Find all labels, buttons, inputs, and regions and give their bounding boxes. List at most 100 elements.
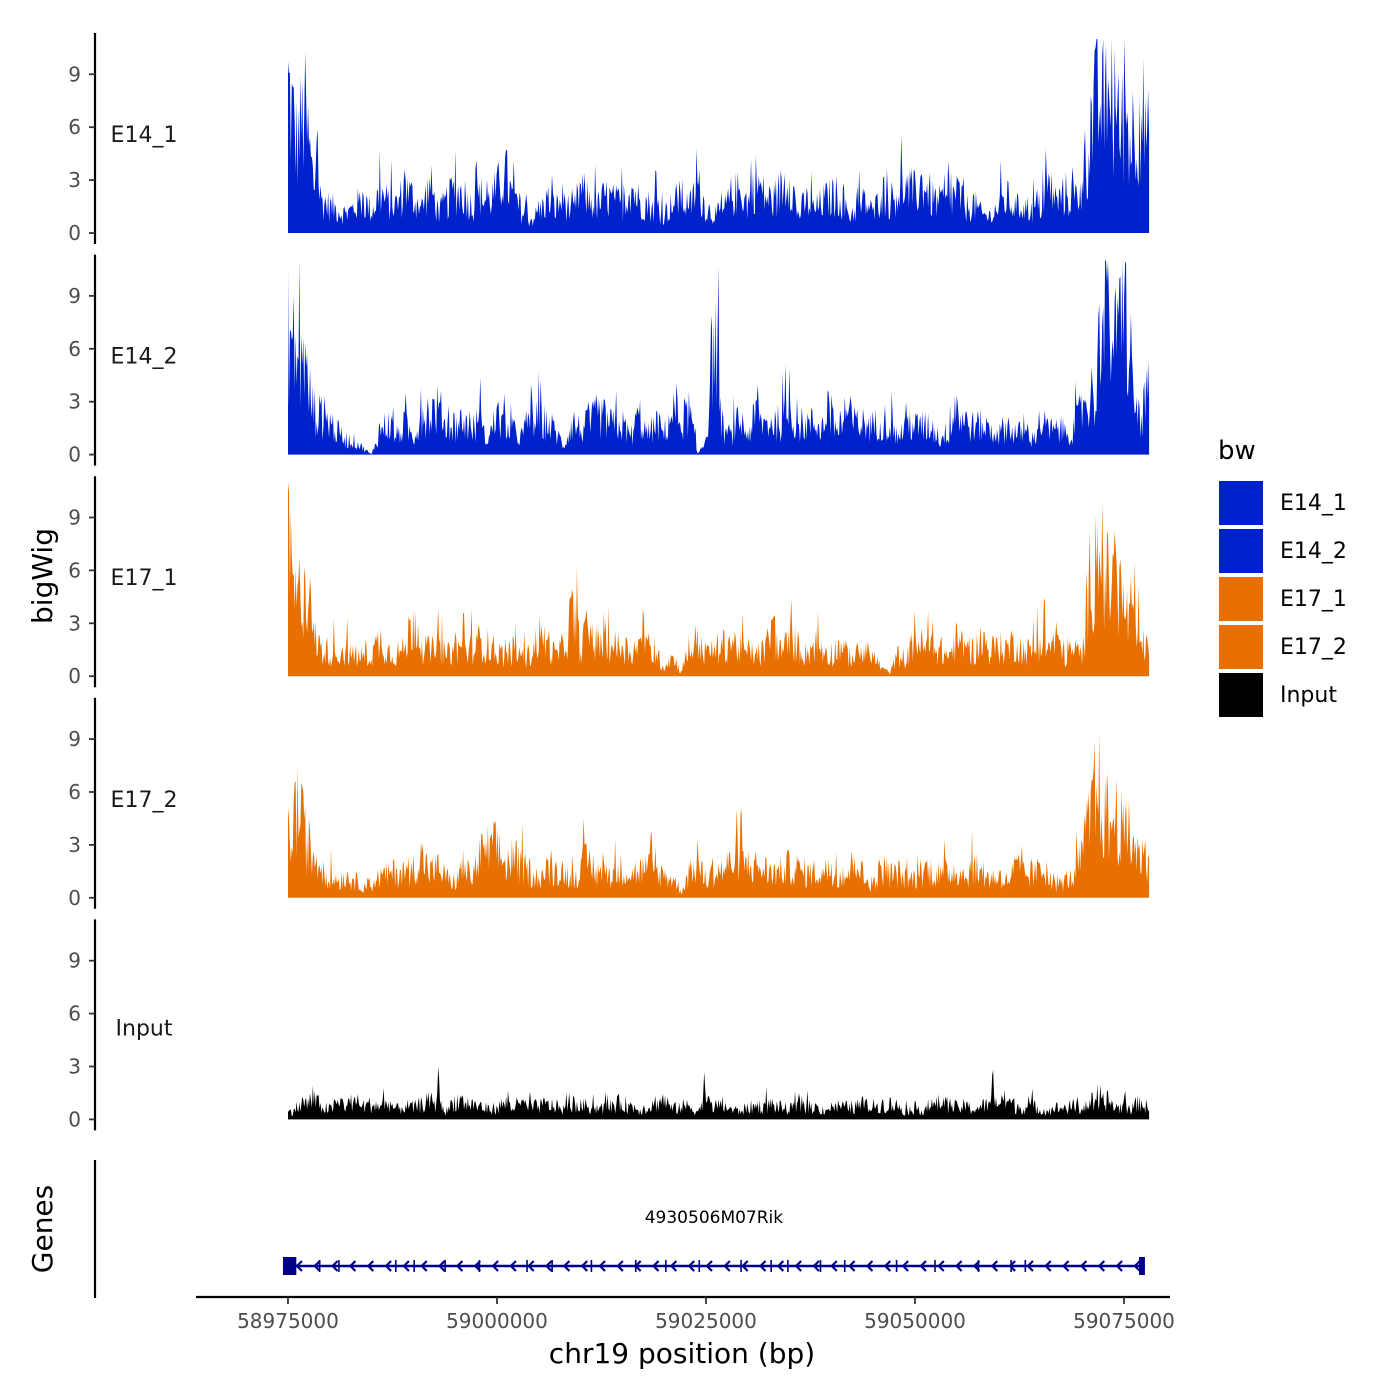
gene-exon bbox=[394, 1260, 397, 1272]
strand-arrow bbox=[616, 1260, 624, 1272]
strand-arrow bbox=[1008, 1260, 1016, 1272]
track-input: 0 3 6 9 Input bbox=[68, 919, 1150, 1131]
strand-arrow bbox=[883, 1260, 892, 1272]
y-axis-title: bigWig bbox=[26, 528, 59, 624]
gene-exon bbox=[590, 1260, 593, 1272]
strand-arrow bbox=[473, 1260, 482, 1272]
strand-arrow bbox=[1062, 1260, 1070, 1272]
legend-title: bw bbox=[1218, 436, 1256, 466]
gene-exon bbox=[526, 1260, 528, 1272]
strand-arrow bbox=[1097, 1260, 1106, 1272]
x-axis-title: chr19 position (bp) bbox=[549, 1337, 815, 1370]
gene-exon bbox=[787, 1260, 789, 1272]
genes-axis-title: Genes bbox=[26, 1185, 59, 1273]
coverage-area-e14_1 bbox=[288, 39, 1150, 233]
legend-swatch-e14_2 bbox=[1217, 527, 1265, 575]
strand-arrow bbox=[848, 1260, 856, 1272]
y-tick-label: 0 bbox=[68, 443, 81, 467]
strand-arrow bbox=[812, 1260, 820, 1272]
y-tick-label: 6 bbox=[68, 115, 81, 139]
strand-arrow bbox=[509, 1260, 517, 1272]
track-e17_2: 0 3 6 9 E17_2 bbox=[68, 697, 1150, 910]
legend-swatch-e17_1 bbox=[1217, 575, 1265, 623]
strand-arrow bbox=[758, 1260, 767, 1272]
legend-swatch-e14_1 bbox=[1217, 479, 1265, 527]
gene-exon bbox=[934, 1260, 936, 1272]
strand-arrow bbox=[545, 1260, 553, 1272]
y-tick-label: 3 bbox=[68, 390, 81, 414]
genes-panel: 4930506M07Rik bbox=[93, 1160, 1145, 1298]
x-tick-label: 59025000 bbox=[655, 1309, 757, 1333]
gene-exon bbox=[1010, 1260, 1012, 1272]
legend-label: E14_1 bbox=[1280, 491, 1347, 516]
x-tick-label: 59075000 bbox=[1073, 1309, 1175, 1333]
y-tick-label: 0 bbox=[68, 886, 81, 910]
strand-arrow bbox=[1115, 1260, 1123, 1272]
gene-exon bbox=[895, 1260, 898, 1272]
strand-arrow bbox=[438, 1260, 446, 1272]
y-tick-label: 3 bbox=[68, 168, 81, 192]
strand-arrow bbox=[562, 1260, 571, 1272]
x-axis: 58975000 59000000 59025000 59050000 59075000 bbox=[196, 1295, 1175, 1333]
track-e14_1: 0 3 6 9 E14_1 bbox=[68, 33, 1150, 245]
gene-exon bbox=[1139, 1257, 1145, 1275]
strand-arrow bbox=[1133, 1260, 1141, 1272]
coverage-area-input bbox=[288, 1066, 1150, 1120]
legend-swatch-e17_2 bbox=[1217, 623, 1265, 671]
gene-exon bbox=[843, 1260, 846, 1272]
legend-label: E14_2 bbox=[1280, 539, 1347, 564]
gene-exon bbox=[665, 1260, 667, 1272]
y-tick-label: 0 bbox=[68, 664, 81, 688]
strand-arrow bbox=[723, 1260, 731, 1272]
y-tick-label: 9 bbox=[68, 949, 81, 973]
legend-label: E17_1 bbox=[1280, 587, 1347, 612]
strand-arrow bbox=[384, 1260, 392, 1272]
strand-arrow bbox=[1079, 1260, 1088, 1272]
coverage-area-e17_2 bbox=[288, 731, 1150, 898]
strand-arrow bbox=[865, 1260, 874, 1272]
strand-arrow bbox=[741, 1260, 749, 1272]
track-label: E14_1 bbox=[111, 123, 178, 148]
strand-arrow bbox=[651, 1260, 660, 1272]
coverage-area-e14_2 bbox=[288, 260, 1150, 455]
strand-arrow bbox=[794, 1260, 802, 1272]
strand-arrow bbox=[990, 1260, 999, 1272]
strand-arrow bbox=[527, 1260, 535, 1272]
legend-swatch-input bbox=[1217, 671, 1265, 719]
tracks-layer: 0 3 6 9 E14_1 0 3 6 9 E14_2 0 3 6 9 E17_1 0 3 6 9 E17_2 0 3 6 9… bbox=[68, 33, 1150, 1131]
strand-arrow bbox=[366, 1260, 375, 1272]
strand-arrow bbox=[776, 1260, 785, 1272]
y-tick-label: 9 bbox=[68, 284, 81, 308]
y-tick-label: 9 bbox=[68, 505, 81, 529]
gene-exon bbox=[977, 1260, 980, 1272]
gene-label: 4930506M07Rik bbox=[645, 1208, 784, 1228]
gene-exon bbox=[698, 1260, 701, 1272]
strand-arrow bbox=[1044, 1260, 1052, 1272]
strand-arrow bbox=[580, 1260, 588, 1272]
gene-exon bbox=[318, 1260, 321, 1272]
strand-arrow bbox=[331, 1260, 339, 1272]
gene-exon bbox=[338, 1260, 340, 1272]
x-tick-label: 59000000 bbox=[446, 1309, 548, 1333]
legend-label: Input bbox=[1280, 683, 1337, 708]
gene-4930506m07rik: 4930506M07Rik bbox=[282, 1208, 1145, 1275]
y-tick-label: 0 bbox=[68, 221, 81, 245]
coverage-area-e17_1 bbox=[288, 482, 1150, 677]
legend: bw E14_1 E14_2 E17_1 E17_2 Input bbox=[1217, 436, 1347, 719]
strand-arrow bbox=[313, 1260, 321, 1272]
strand-arrow bbox=[830, 1260, 838, 1272]
gene-exon bbox=[770, 1260, 772, 1272]
track-label: Input bbox=[116, 1016, 173, 1041]
strand-arrow bbox=[955, 1260, 963, 1272]
track-label: E17_1 bbox=[111, 566, 178, 591]
gene-exon bbox=[478, 1260, 481, 1272]
strand-arrow bbox=[348, 1260, 357, 1272]
y-tick-label: 6 bbox=[68, 558, 81, 582]
y-tick-label: 3 bbox=[68, 833, 81, 857]
y-tick-label: 9 bbox=[68, 62, 81, 86]
strand-arrow bbox=[669, 1260, 678, 1272]
y-tick-label: 0 bbox=[68, 1107, 81, 1131]
y-tick-label: 9 bbox=[68, 727, 81, 751]
track-label: E14_2 bbox=[111, 345, 178, 370]
